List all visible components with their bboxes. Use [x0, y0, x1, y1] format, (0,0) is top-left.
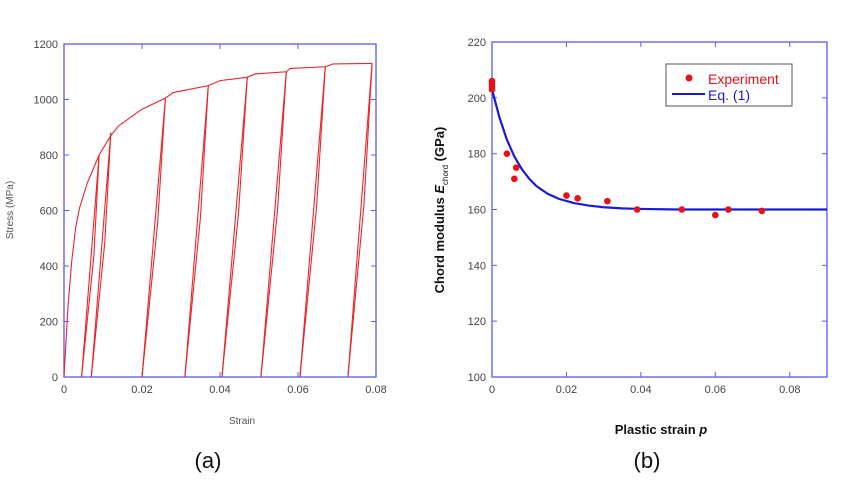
x-tick-label: 0.04: [630, 384, 651, 396]
reload-line: [81, 154, 100, 378]
experiment-point: [678, 206, 686, 213]
experiment-point: [511, 175, 518, 183]
x-tick-label: 0.06: [705, 384, 726, 396]
reload-line: [141, 98, 166, 378]
legend-eq1-label: Eq. (1): [708, 87, 750, 103]
unload-line: [90, 132, 112, 378]
experiment-point: [712, 211, 719, 219]
chart-a-panel-label: (a): [195, 448, 222, 473]
chart-a-ylabel: Stress (MPa): [5, 181, 16, 239]
y-tick-label: 1200: [34, 39, 58, 51]
legend-box: [665, 63, 793, 107]
x-tick-label: 0.08: [779, 384, 800, 396]
y-tick-label: 200: [40, 317, 58, 329]
experiment-point: [488, 86, 496, 93]
chart-b-panel-label: (b): [634, 448, 661, 473]
chart-b-ylabel-sub: chord: [441, 165, 450, 185]
x-tick-label: 0.04: [209, 384, 230, 396]
chart-b-ylabel: Chord modulus Echord (GPa): [432, 127, 450, 294]
y-tick-label: 220: [468, 37, 486, 49]
y-tick-label: 0: [52, 372, 58, 384]
chart-b-ylabel-main: Chord modulus: [432, 194, 447, 294]
chart-b-xlabel-main: Plastic strain: [615, 422, 700, 437]
experiment-point: [503, 150, 511, 157]
legend-experiment-label: Experiment: [708, 71, 779, 87]
chart-b-xlabel: Plastic strain p: [615, 422, 708, 437]
x-tick-label: 0.06: [287, 384, 308, 396]
x-tick-label: 0: [61, 384, 67, 396]
eq1-curve: [490, 89, 827, 211]
chart-b-chord-modulus: 0 0.02 0.04 0.06 0.08 100 120 140 160 180 200 220 E…: [432, 37, 828, 473]
chart-a-stress-strain: 0 0.02 0.04 0.06 0.08 0 200 400 600 800 1000 1200 S…: [5, 39, 387, 473]
y-tick-label: 140: [468, 260, 486, 272]
reload-line: [299, 66, 326, 378]
experiment-point: [633, 206, 641, 213]
chart-b-xlabel-var: p: [698, 422, 707, 437]
experiment-point: [512, 164, 520, 171]
reload-line: [90, 132, 112, 378]
experiment-point: [563, 192, 570, 199]
y-tick-label: 600: [40, 206, 58, 218]
y-tick-label: 400: [40, 261, 58, 273]
y-tick-label: 180: [468, 149, 486, 161]
x-tick-label: 0.02: [131, 384, 152, 396]
reload-line: [221, 77, 248, 378]
experiment-point: [725, 206, 732, 213]
reload-line: [260, 71, 287, 378]
unload-line: [81, 154, 100, 378]
unload-line: [184, 85, 209, 378]
chart-b-ylabel-unit: (GPa): [432, 127, 447, 165]
unload-line: [221, 77, 248, 378]
x-tick-label: 0.08: [365, 384, 386, 396]
reload-line: [347, 63, 373, 378]
unload-line: [260, 71, 287, 378]
chart-a-plot-frame: [63, 43, 377, 378]
experiment-point: [604, 197, 611, 205]
y-tick-label: 1000: [34, 95, 58, 107]
envelope-curve: [63, 62, 373, 378]
y-tick-label: 100: [468, 372, 486, 384]
legend-experiment-marker: [685, 74, 693, 82]
y-tick-label: 160: [468, 205, 486, 217]
chart-b-ylabel-var: E: [432, 185, 447, 194]
y-tick-label: 800: [40, 150, 58, 162]
unload-line: [347, 63, 373, 378]
chart-a-xlabel: Strain: [229, 416, 255, 427]
unload-line: [299, 66, 326, 378]
unload-line: [141, 98, 166, 378]
x-tick-label: 0.02: [556, 384, 577, 396]
experiment-point: [574, 195, 581, 202]
y-tick-label: 200: [468, 93, 486, 105]
legend: Experiment Eq. (1): [665, 63, 793, 107]
x-tick-label: 0: [489, 384, 495, 396]
reload-line: [184, 85, 209, 378]
experiment-point: [758, 207, 766, 215]
y-tick-label: 120: [468, 316, 486, 328]
